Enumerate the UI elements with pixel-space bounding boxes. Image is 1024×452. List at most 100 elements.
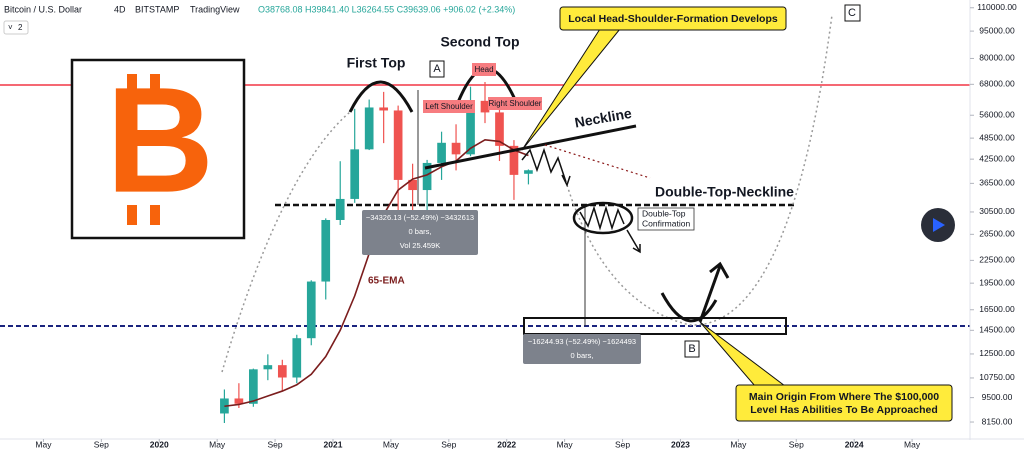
callout <box>735 384 953 422</box>
dt-conf-label: Double-Top <box>642 208 686 218</box>
exchange: BITSTAMP <box>135 4 179 14</box>
zigzag <box>579 205 625 231</box>
logo: B <box>106 56 214 224</box>
measure-text: 0 bars, <box>409 227 432 236</box>
candle-body <box>277 365 287 378</box>
x-tick-label: Sep <box>441 439 456 449</box>
measure-box <box>523 334 641 364</box>
logo-bar <box>127 205 137 225</box>
first-top-arc <box>348 80 414 113</box>
y-tick-label: 14500.00 <box>979 325 1015 335</box>
label-c: C <box>848 7 856 19</box>
label-b: B <box>688 343 695 355</box>
ohlc: O38768.08 H39841.40 L36264.55 C39639.06 … <box>258 4 515 14</box>
indicator-toggle[interactable] <box>3 20 29 35</box>
source: TradingView <box>190 4 240 14</box>
candle-body <box>466 100 475 155</box>
y-tick-label: 56000.00 <box>979 109 1015 119</box>
trend-line <box>544 144 651 179</box>
candle-body <box>509 145 519 175</box>
y-tick-label: 9500.00 <box>982 392 1013 402</box>
play-icon <box>933 218 945 232</box>
indicator-toggle-chevron: ˅ <box>8 23 13 32</box>
candle-body <box>306 281 316 339</box>
label-box <box>429 60 445 78</box>
left-shoulder-label: Left Shoulder <box>425 102 473 111</box>
x-tick-label: 2021 <box>324 439 343 449</box>
x-tick-label: May <box>383 439 400 449</box>
label-box <box>684 340 700 358</box>
candle-body <box>234 398 244 404</box>
x-tick-label: May <box>557 439 574 449</box>
x-tick-label: Sep <box>94 439 109 449</box>
ema-label: 65-EMA <box>368 276 405 287</box>
label-a: A <box>433 63 441 75</box>
y-tick-label: 110000.00 <box>977 2 1017 12</box>
head-label: Head <box>474 65 493 74</box>
y-tick-label: 48500.00 <box>979 132 1015 142</box>
arrow <box>698 261 730 323</box>
dt-conf-label: Confirmation <box>642 218 690 228</box>
x-tick-label: Sep <box>789 439 804 449</box>
x-tick-label: 2024 <box>845 439 864 449</box>
first-top-label: First Top <box>347 55 406 71</box>
callout-text: Local Head-Shoulder-Formation Develops <box>568 13 778 25</box>
candle-body <box>451 142 461 155</box>
right-shoulder-label: Right Shoulder <box>489 99 542 108</box>
y-tick-label: 16500.00 <box>979 304 1015 314</box>
candle-body <box>249 369 258 404</box>
y-tick-label: 12500.00 <box>979 348 1015 358</box>
y-tick-label: 95000.00 <box>979 25 1015 35</box>
origin-box <box>523 317 787 335</box>
symbol: Bitcoin / U.S. Dollar <box>4 4 82 14</box>
y-tick-label: 42500.00 <box>979 153 1015 163</box>
measure-text: 0 bars, <box>571 351 594 360</box>
second-top-label: Second Top <box>440 34 519 50</box>
candle-body <box>335 198 345 220</box>
candle-body <box>263 365 273 370</box>
confirm-box <box>637 207 695 231</box>
interval: 4D <box>114 4 126 14</box>
measure-box <box>362 210 478 255</box>
y-tick-label: 30500.00 <box>979 206 1015 216</box>
candle-body <box>524 170 533 174</box>
measure-text: Vol 25.459K <box>400 241 440 250</box>
y-tick-label: 26500.00 <box>979 229 1015 239</box>
logo-bar <box>150 205 160 225</box>
x-tick-label: 2020 <box>150 439 169 449</box>
confirmation-ellipse <box>572 201 634 235</box>
shoulder-tag <box>488 97 542 110</box>
candle-body <box>495 112 504 146</box>
y-tick-label: 19500.00 <box>979 277 1015 287</box>
candle-body <box>393 110 403 180</box>
callout <box>559 6 787 31</box>
y-tick-label: 22500.00 <box>979 255 1015 265</box>
neckline <box>424 124 637 170</box>
candle-body <box>408 179 417 191</box>
measure-text: −16244.93 (−52.49%) −1624493 <box>528 337 636 346</box>
measure-text: −34326.13 (−52.49%) −3432613 <box>366 213 474 222</box>
projection-curve <box>566 14 833 326</box>
y-tick-label: 80000.00 <box>979 53 1015 63</box>
bottom-arc <box>660 292 718 323</box>
zigzag <box>521 147 567 183</box>
logo-bar <box>150 74 160 94</box>
x-tick-label: May <box>209 439 226 449</box>
label-box <box>844 4 861 22</box>
y-tick-label: 10750.00 <box>979 372 1015 382</box>
arrow <box>626 229 641 254</box>
candle-body <box>437 142 446 163</box>
indicator-count: 2 <box>18 23 23 32</box>
shoulder-tag <box>423 100 475 113</box>
drawings <box>70 14 833 373</box>
candle-body <box>422 162 432 191</box>
x-tick-label: May <box>35 439 52 449</box>
candle-body <box>321 219 331 282</box>
candle-body <box>350 149 360 199</box>
y-tick-label: 36500.00 <box>979 178 1015 188</box>
arrow-head <box>561 174 571 187</box>
y-tick-label: 8150.00 <box>982 416 1013 426</box>
candle-body <box>364 107 374 150</box>
dt-neckline-label: Double-Top-Neckline <box>655 184 794 200</box>
